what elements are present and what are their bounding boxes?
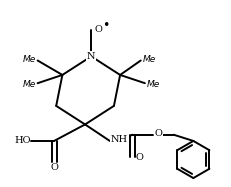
- Text: •: •: [102, 19, 109, 32]
- Text: Me: Me: [22, 55, 35, 64]
- Text: Me: Me: [146, 80, 159, 89]
- Text: N: N: [87, 52, 95, 61]
- Text: Me: Me: [142, 55, 155, 64]
- Text: Me: Me: [22, 80, 35, 89]
- Text: O: O: [94, 25, 102, 34]
- Text: O: O: [50, 163, 58, 172]
- Text: O: O: [153, 129, 161, 138]
- Text: HO: HO: [14, 137, 30, 145]
- Text: NH: NH: [110, 135, 128, 144]
- Text: O: O: [135, 153, 143, 162]
